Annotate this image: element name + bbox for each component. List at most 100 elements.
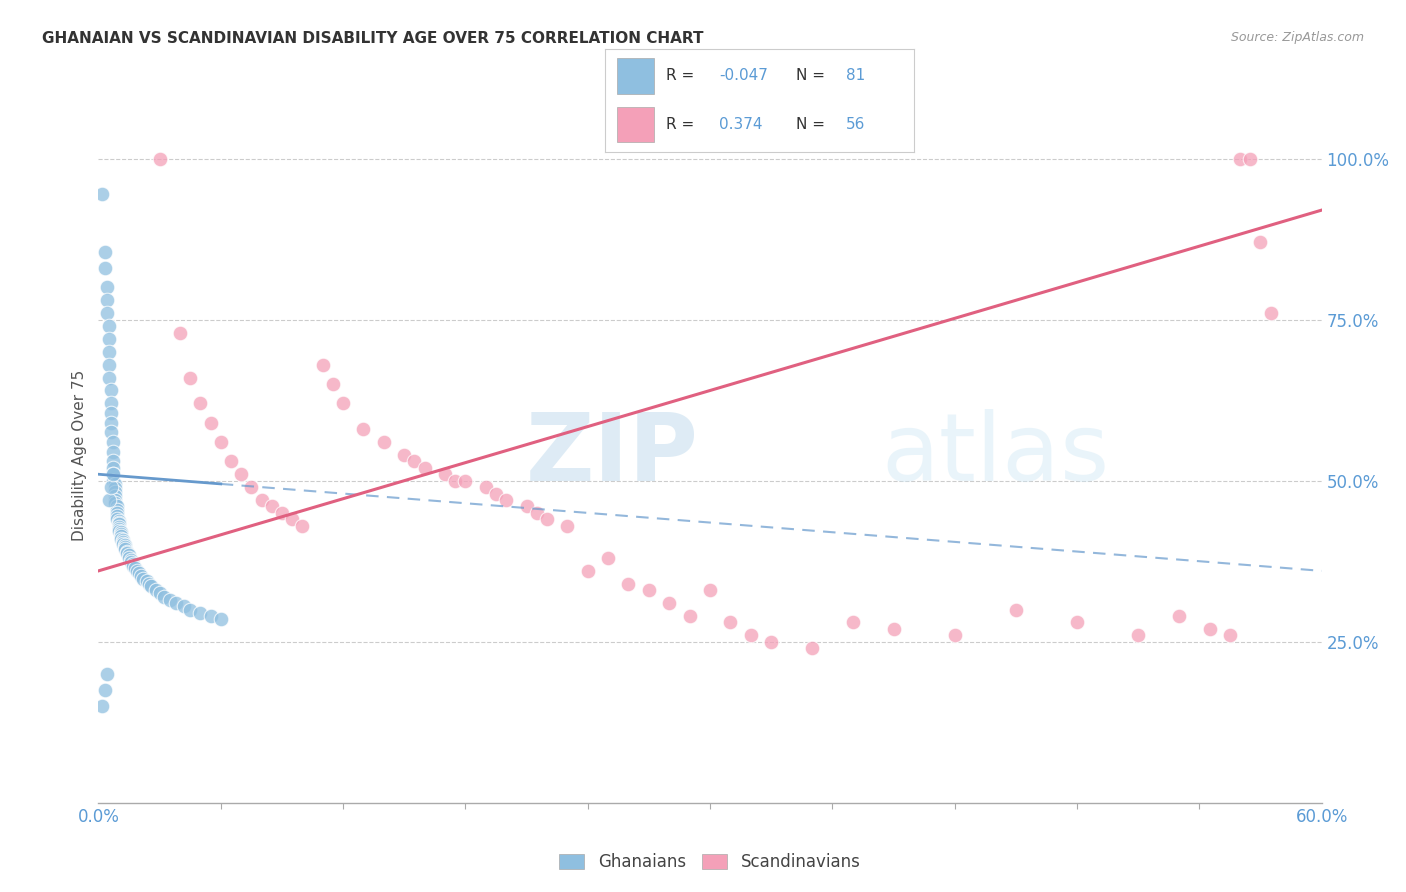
Text: 81: 81 [846,68,865,83]
Point [91,699,114,714]
Point [740,628,762,642]
Point [127,564,149,578]
Point [536,512,558,526]
Point [110,529,132,543]
Point [598,551,620,566]
Point [1128,628,1150,642]
Point [188,396,212,410]
Point [105,506,128,520]
Point [658,596,681,610]
Point [101,444,124,458]
Point [638,583,661,598]
Point [104,493,127,508]
Point [108,522,131,536]
Point [141,579,163,593]
FancyBboxPatch shape [617,58,654,95]
Point [100,425,122,440]
Point [149,586,172,600]
Point [96,306,118,320]
Point [101,454,124,468]
Point [200,609,222,624]
Point [120,553,142,567]
Text: N =: N = [796,117,825,132]
Point [699,583,721,598]
Point [101,435,124,450]
Point [250,493,273,508]
Point [93,261,115,276]
Text: GHANAIAN VS SCANDINAVIAN DISABILITY AGE OVER 75 CORRELATION CHART: GHANAIAN VS SCANDINAVIAN DISABILITY AGE … [42,31,703,46]
Point [1239,152,1261,166]
Point [105,509,128,524]
Point [91,187,114,202]
Point [240,480,263,494]
Point [173,599,195,614]
Point [108,524,131,538]
Point [679,609,702,624]
Point [128,566,150,581]
Point [392,448,416,462]
Point [93,244,115,259]
Text: R =: R = [666,68,695,83]
Legend: Ghanaians, Scandinavians: Ghanaians, Scandinavians [553,847,868,878]
Point [260,500,283,514]
Point [97,358,120,372]
Point [152,590,174,604]
Point [801,641,824,656]
Point [1229,152,1251,166]
Point [104,485,127,500]
Point [97,332,120,346]
Point [111,537,134,551]
Text: -0.047: -0.047 [718,68,768,83]
Point [576,564,599,578]
Point [145,583,167,598]
Y-axis label: Disability Age Over 75: Disability Age Over 75 [72,369,87,541]
Point [96,293,118,308]
Point [100,480,122,494]
Point [352,422,374,436]
Point [93,683,115,698]
Point [883,622,905,636]
Point [1219,628,1241,642]
Point [454,474,477,488]
Point [179,602,201,616]
Point [122,559,145,574]
Point [124,561,146,575]
Point [105,512,128,526]
Point [104,489,127,503]
Point [100,384,122,398]
Point [97,493,120,508]
Point [444,474,467,488]
Point [104,482,127,496]
Point [110,532,132,546]
Point [943,628,966,642]
Text: atlas: atlas [882,409,1109,501]
Point [188,606,212,620]
Point [1004,602,1026,616]
Point [720,615,742,630]
Point [1198,622,1220,636]
Point [120,555,142,569]
Point [270,506,294,520]
Point [1167,609,1189,624]
Point [281,512,304,526]
Point [312,358,335,372]
Point [100,416,122,430]
Point [101,467,124,482]
Point [115,546,138,561]
Point [96,667,118,681]
Point [97,370,120,384]
Point [111,534,134,549]
Point [114,540,136,554]
Point [159,592,181,607]
Point [118,549,141,563]
Point [101,474,124,488]
Point [111,533,134,547]
Point [101,460,124,475]
Point [114,541,136,556]
Point [105,502,128,516]
Point [115,544,138,558]
Point [100,406,122,420]
Point [322,377,344,392]
Point [104,496,127,510]
Point [219,454,242,468]
